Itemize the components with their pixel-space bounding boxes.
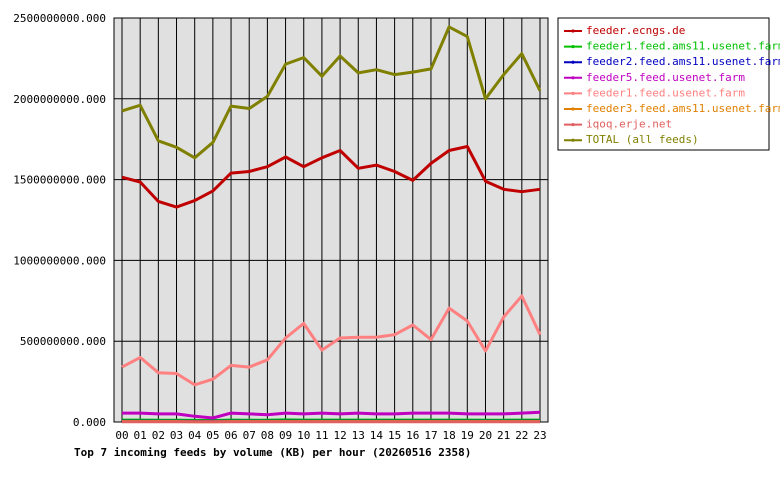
x-tick-label: 02 bbox=[152, 429, 165, 442]
x-tick-label: 15 bbox=[388, 429, 401, 442]
legend-marker bbox=[571, 138, 575, 142]
plot-area bbox=[113, 17, 549, 423]
legend-label: feeder1.feed.ams11.usenet.farm bbox=[586, 40, 780, 53]
chart-title: Top 7 incoming feeds by volume (KB) per … bbox=[74, 446, 471, 459]
legend-label: feeder.ecngs.de bbox=[586, 24, 685, 37]
y-tick-label: 0.000 bbox=[73, 416, 106, 429]
x-tick-label: 06 bbox=[224, 429, 237, 442]
legend-label: TOTAL (all feeds) bbox=[586, 133, 699, 146]
x-tick-label: 10 bbox=[297, 429, 310, 442]
y-tick-label: 2000000000.000 bbox=[13, 93, 106, 106]
x-tick-label: 05 bbox=[206, 429, 219, 442]
x-tick-label: 14 bbox=[370, 429, 384, 442]
x-tick-label: 20 bbox=[479, 429, 492, 442]
x-tick-label: 00 bbox=[115, 429, 128, 442]
legend-marker bbox=[571, 45, 575, 49]
legend-marker bbox=[571, 91, 575, 95]
x-tick-label: 17 bbox=[424, 429, 437, 442]
series-line bbox=[122, 410, 541, 420]
x-tick-label: 19 bbox=[461, 429, 474, 442]
x-tick-label: 07 bbox=[243, 429, 256, 442]
series-line bbox=[121, 145, 541, 209]
legend-marker bbox=[571, 60, 575, 64]
x-tick-label: 03 bbox=[170, 429, 183, 442]
legend-label: feeder2.feed.ams11.usenet.farm bbox=[586, 55, 780, 68]
legend-label: feeder5.feed.usenet.farm bbox=[586, 71, 745, 84]
series-lines bbox=[121, 25, 542, 424]
x-tick-label: 01 bbox=[134, 429, 147, 442]
x-tick-label: 18 bbox=[443, 429, 456, 442]
series-line bbox=[121, 25, 542, 160]
legend-box bbox=[557, 17, 770, 151]
legend-label: iqoq.erje.net bbox=[586, 118, 672, 131]
x-tick-label: 12 bbox=[333, 429, 346, 442]
legend-label: feeder3.feed.ams11.usenet.farm bbox=[586, 102, 780, 115]
x-tick-label: 16 bbox=[406, 429, 419, 442]
y-tick-label: 1000000000.000 bbox=[13, 254, 106, 267]
series-line bbox=[121, 294, 542, 387]
y-tick-label: 500000000.000 bbox=[20, 335, 106, 348]
y-tick-label: 1500000000.000 bbox=[13, 174, 106, 187]
legend: feeder.ecngs.de feeder1.feed.ams11.usenet… bbox=[557, 17, 780, 151]
legend-marker bbox=[571, 76, 575, 80]
legend-label: feeder1.feed.usenet.farm bbox=[586, 86, 745, 99]
x-tick-label: 22 bbox=[515, 429, 528, 442]
x-tick-label: 04 bbox=[188, 429, 202, 442]
y-axis-ticks: 0.000 500000000.000 1000000000.000 15000000… bbox=[13, 12, 106, 429]
legend-marker bbox=[571, 123, 575, 127]
x-axis-ticks: 00 01 02 03 04 05 06 07 08 09 10 11 12 13 14 15 16 17 18 19… bbox=[115, 429, 546, 442]
legend-marker bbox=[571, 107, 575, 111]
x-tick-label: 23 bbox=[533, 429, 546, 442]
legend-marker bbox=[571, 29, 575, 33]
y-tick-label: 2500000000.000 bbox=[13, 12, 106, 25]
x-tick-label: 11 bbox=[315, 429, 328, 442]
x-tick-label: 09 bbox=[279, 429, 292, 442]
x-tick-label: 08 bbox=[261, 429, 274, 442]
x-tick-label: 21 bbox=[497, 429, 510, 442]
x-tick-label: 13 bbox=[352, 429, 365, 442]
